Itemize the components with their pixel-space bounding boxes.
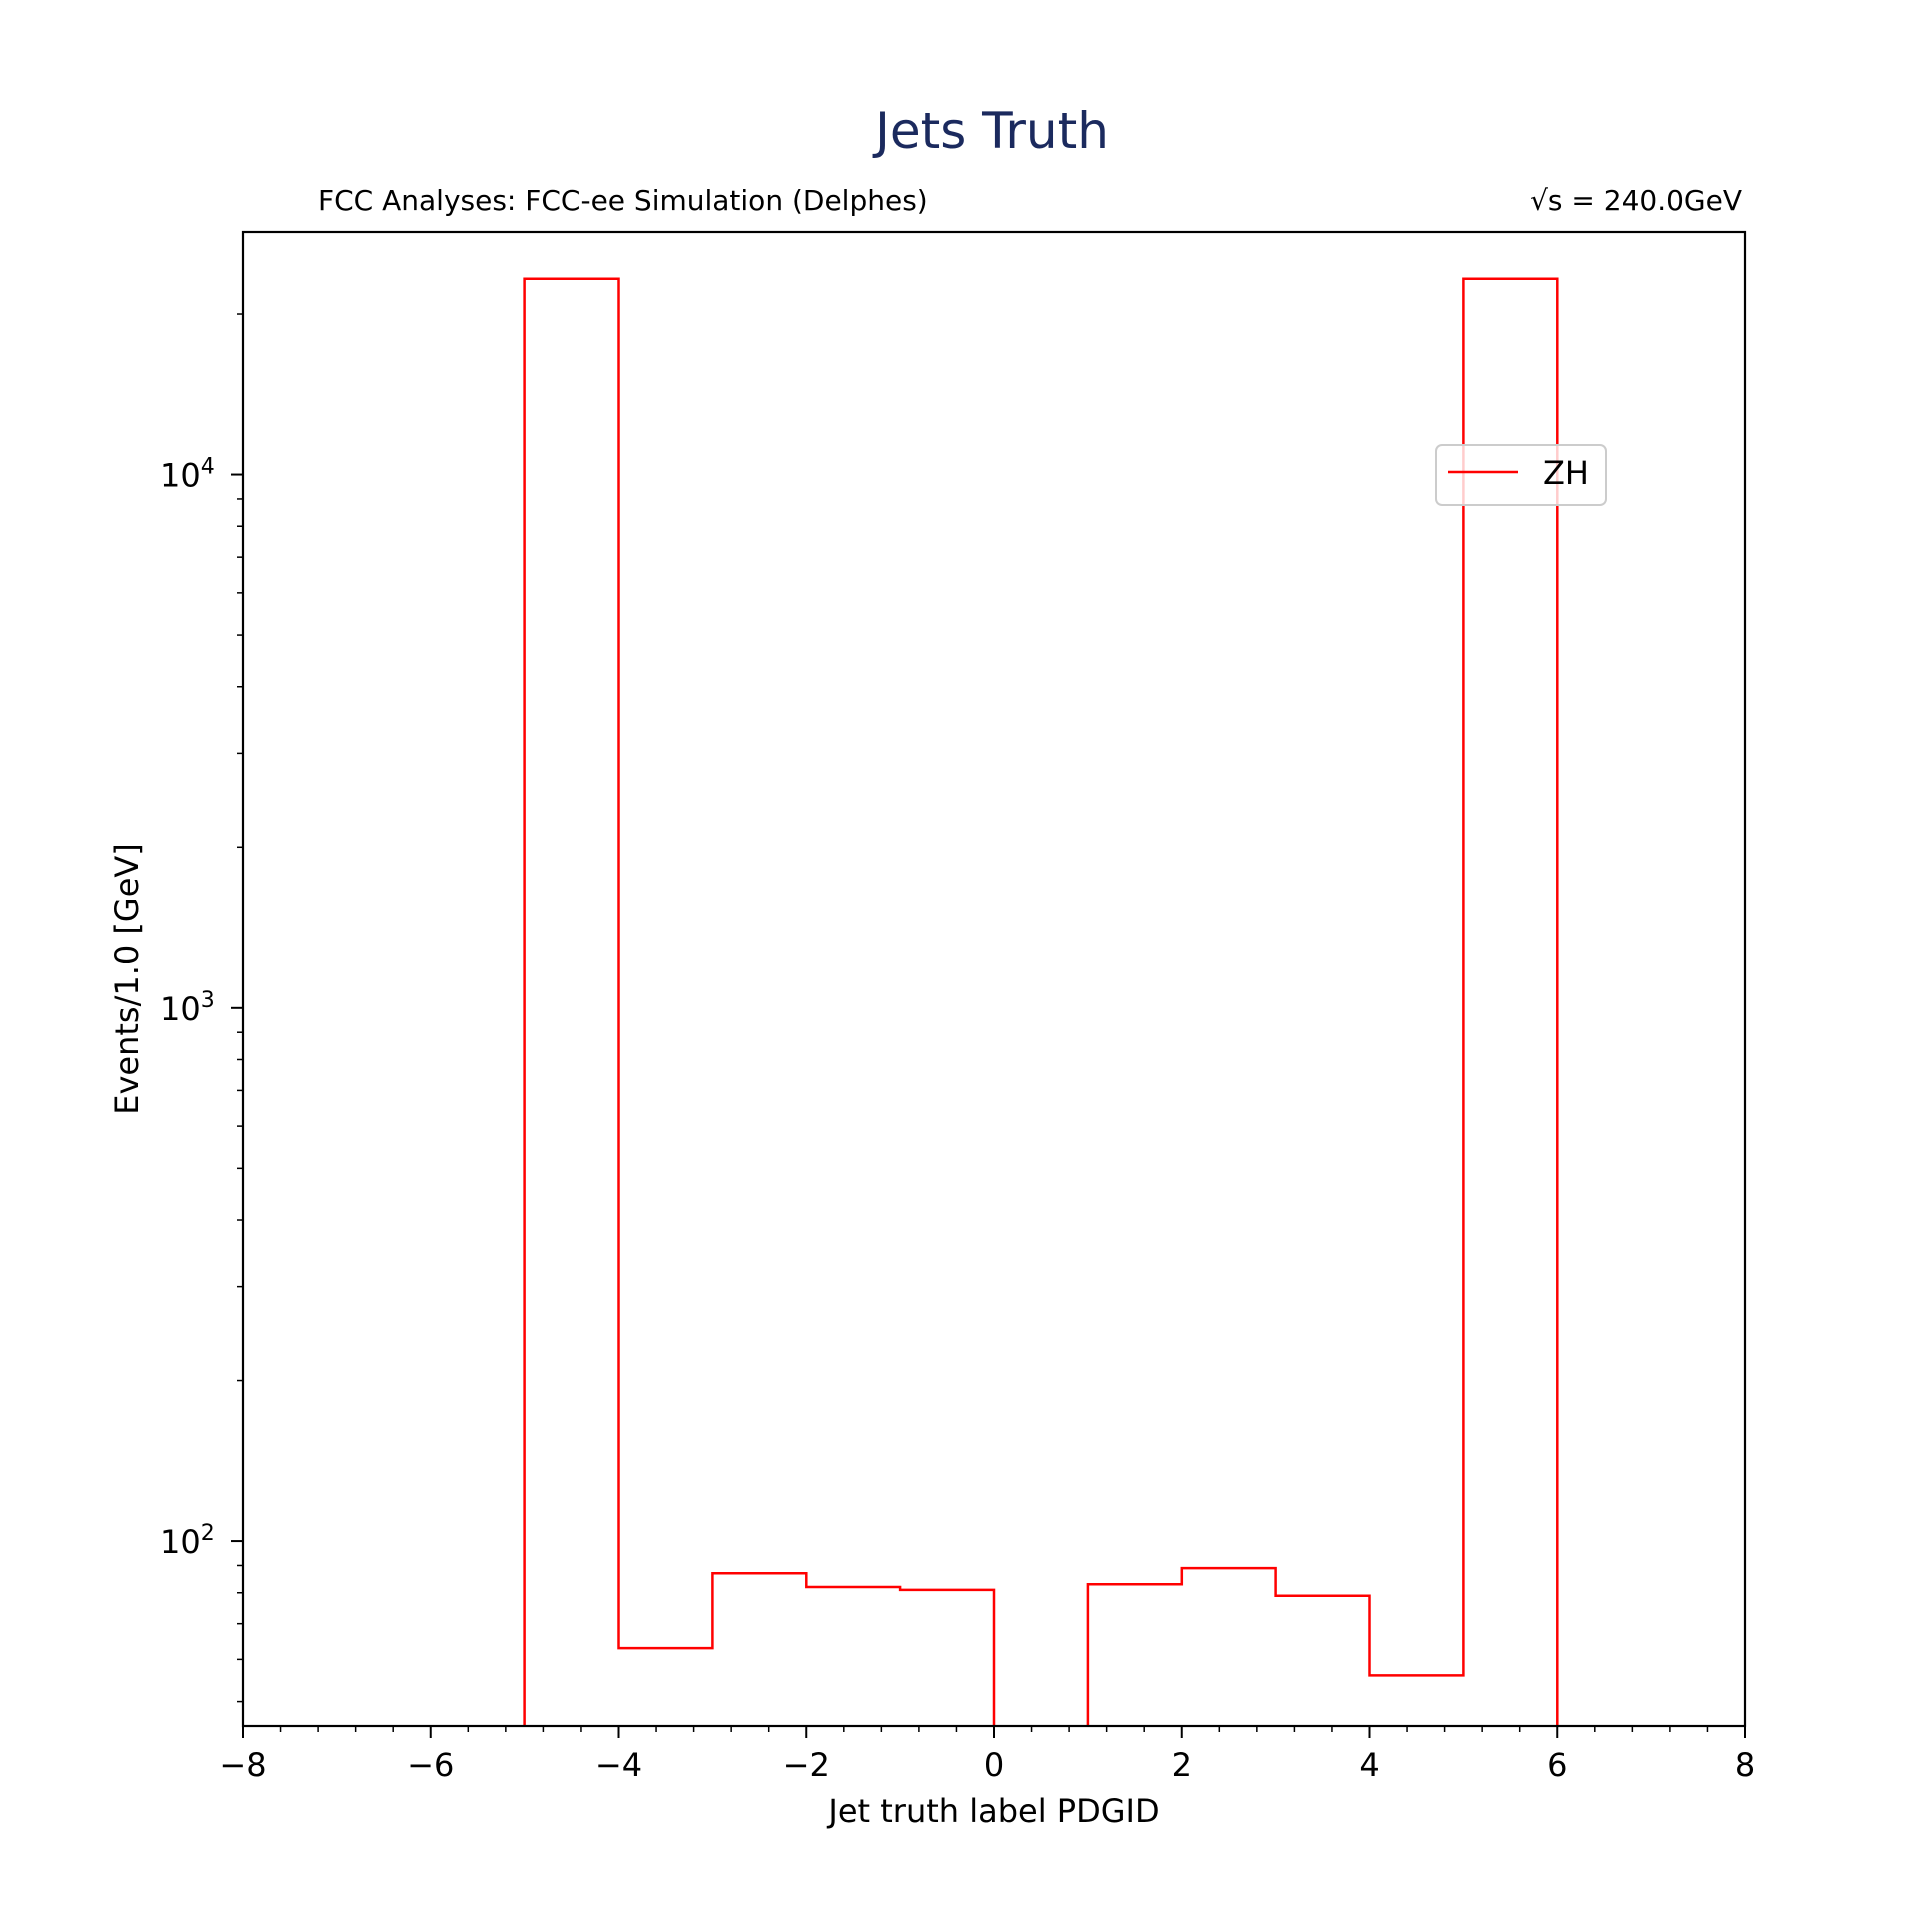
x-tick-label: −6: [407, 1746, 454, 1784]
x-tick-label: −4: [595, 1746, 642, 1784]
plot-frame: [241, 230, 1747, 1728]
x-tick-label: 0: [984, 1746, 1004, 1784]
x-axis-label: Jet truth label PDGID: [826, 1792, 1159, 1830]
chart-subtitle-left: FCC Analyses: FCC-ee Simulation (Delphes…: [318, 184, 928, 217]
x-tick-label: 4: [1359, 1746, 1379, 1784]
y-tick-label: 103: [160, 988, 215, 1028]
chart-subtitle-right: √s = 240.0GeV: [1530, 184, 1742, 217]
axis-ticks: −8 −6 −4 −2 0 2 4 6 8 102 103 104: [160, 313, 1755, 1784]
y-tick-label: 102: [160, 1521, 215, 1561]
legend-box: [1435, 444, 1607, 506]
x-tick-label: 8: [1735, 1746, 1755, 1784]
y-axis-label: Events/1.0 [GeV]: [108, 843, 146, 1115]
chart-title: Jets Truth: [872, 102, 1109, 160]
histogram-series: [523, 277, 1559, 1726]
x-tick-label: −8: [219, 1746, 266, 1784]
x-tick-label: 2: [1172, 1746, 1192, 1784]
x-tick-label: 6: [1547, 1746, 1567, 1784]
histogram-step-line-zh: [523, 277, 1559, 1726]
legend-label-zh: ZH: [1543, 454, 1589, 492]
legend: ZH: [1435, 444, 1607, 506]
y-tick-label: 104: [160, 455, 215, 495]
x-tick-label: −2: [783, 1746, 830, 1784]
